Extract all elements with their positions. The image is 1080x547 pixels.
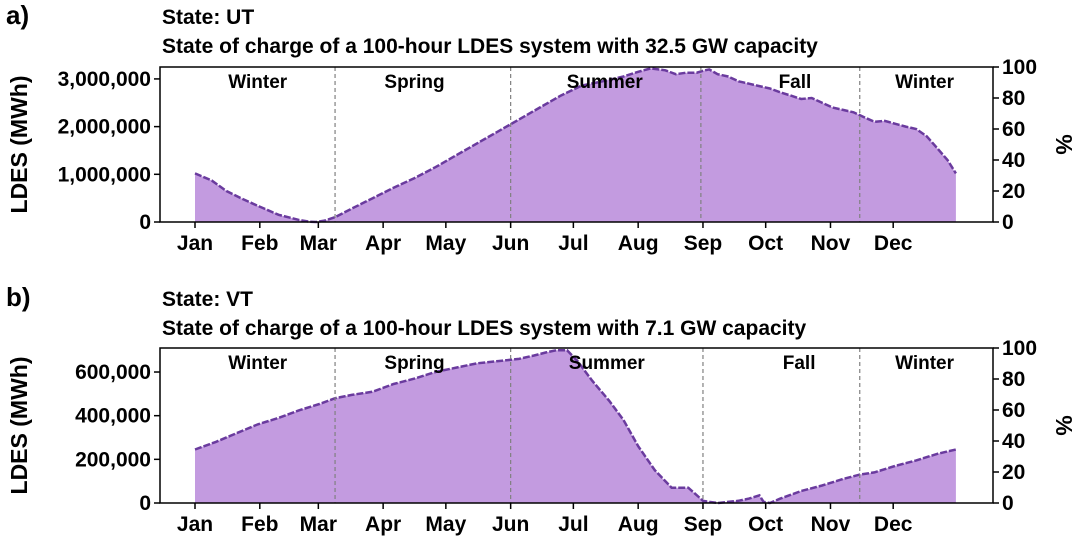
y2-tick-label: 100: [1002, 56, 1037, 79]
x-tick-label: Apr: [365, 513, 401, 536]
y-tick-label: 0: [139, 211, 151, 234]
season-label: Winter: [228, 72, 288, 93]
season-label: Winter: [895, 353, 955, 374]
x-tick-label: Aug: [618, 513, 659, 536]
chart-subtitle: State of charge of a 100-hour LDES syste…: [162, 317, 807, 340]
y2-tick-label: 40: [1002, 430, 1025, 453]
x-tick-label: Jun: [492, 232, 529, 255]
x-tick-label: Jan: [177, 513, 213, 536]
season-label: Spring: [384, 72, 444, 93]
y2-tick-label: 60: [1002, 399, 1025, 422]
x-tick-label: Oct: [748, 513, 783, 536]
x-tick-label: Jul: [558, 232, 588, 255]
x-tick-label: Mar: [300, 513, 337, 536]
x-tick-label: Feb: [241, 232, 278, 255]
soc-line: [194, 348, 957, 505]
y-tick-label: 2,000,000: [58, 116, 151, 139]
season-label: Winter: [228, 353, 288, 374]
y2-tick-label: 20: [1002, 180, 1025, 203]
y2-tick-label: 60: [1002, 118, 1025, 141]
season-label: Fall: [783, 353, 816, 374]
y-tick-label: 0: [139, 492, 151, 515]
y-tick-label: 3,000,000: [58, 68, 151, 91]
y2-tick-label: 80: [1002, 368, 1025, 391]
panel-letter: b): [6, 282, 31, 312]
y-tick-label: 600,000: [75, 361, 151, 384]
season-label: Winter: [895, 72, 955, 93]
x-tick-label: May: [425, 232, 466, 255]
season-label: Summer: [569, 353, 646, 374]
x-tick-label: Nov: [811, 232, 851, 255]
y2-axis-label: %: [1051, 415, 1077, 435]
chart-title: State: UT: [162, 6, 254, 29]
x-tick-label: Aug: [618, 232, 659, 255]
plot-frame: [159, 347, 994, 504]
y-axis-label: LDES (MWh): [6, 76, 32, 214]
panel-b: b) State: VT State of charge of a 100-hour…: [6, 282, 1077, 536]
x-tick-label: Nov: [811, 513, 851, 536]
x-tick-label: Oct: [748, 232, 783, 255]
y2-tick-label: 80: [1002, 87, 1025, 110]
chart-subtitle: State of charge of a 100-hour LDES syste…: [162, 35, 818, 58]
x-tick-label: Dec: [874, 232, 913, 255]
x-tick-label: Sep: [684, 232, 723, 255]
y2-axis-label: %: [1051, 134, 1077, 154]
y-tick-label: 200,000: [75, 448, 151, 471]
x-tick-label: Jun: [492, 513, 529, 536]
season-label: Summer: [567, 72, 644, 93]
panel-a: a) State: UT State of charge of a 100-hour…: [6, 0, 1077, 255]
panel-letter: a): [6, 0, 29, 30]
x-tick-label: Jul: [558, 513, 588, 536]
season-label: Spring: [384, 353, 444, 374]
x-tick-label: Mar: [300, 232, 337, 255]
y2-tick-label: 40: [1002, 149, 1025, 172]
y2-tick-label: 20: [1002, 461, 1025, 484]
season-label: Fall: [779, 72, 812, 93]
y2-tick-label: 0: [1002, 211, 1014, 234]
y-axis-label: LDES (MWh): [6, 357, 32, 495]
chart-title: State: VT: [162, 288, 253, 311]
x-tick-label: Dec: [874, 513, 913, 536]
x-tick-label: Sep: [684, 513, 723, 536]
y-tick-label: 400,000: [75, 405, 151, 428]
plot-frame: [159, 66, 994, 223]
x-tick-label: Apr: [365, 232, 401, 255]
y-tick-label: 1,000,000: [58, 163, 151, 186]
x-tick-label: Jan: [177, 232, 213, 255]
soc-line: [194, 67, 957, 224]
x-tick-label: Feb: [241, 513, 278, 536]
soc-area: [195, 68, 956, 223]
x-tick-label: May: [425, 513, 466, 536]
y2-tick-label: 100: [1002, 337, 1037, 360]
y2-tick-label: 0: [1002, 492, 1014, 515]
